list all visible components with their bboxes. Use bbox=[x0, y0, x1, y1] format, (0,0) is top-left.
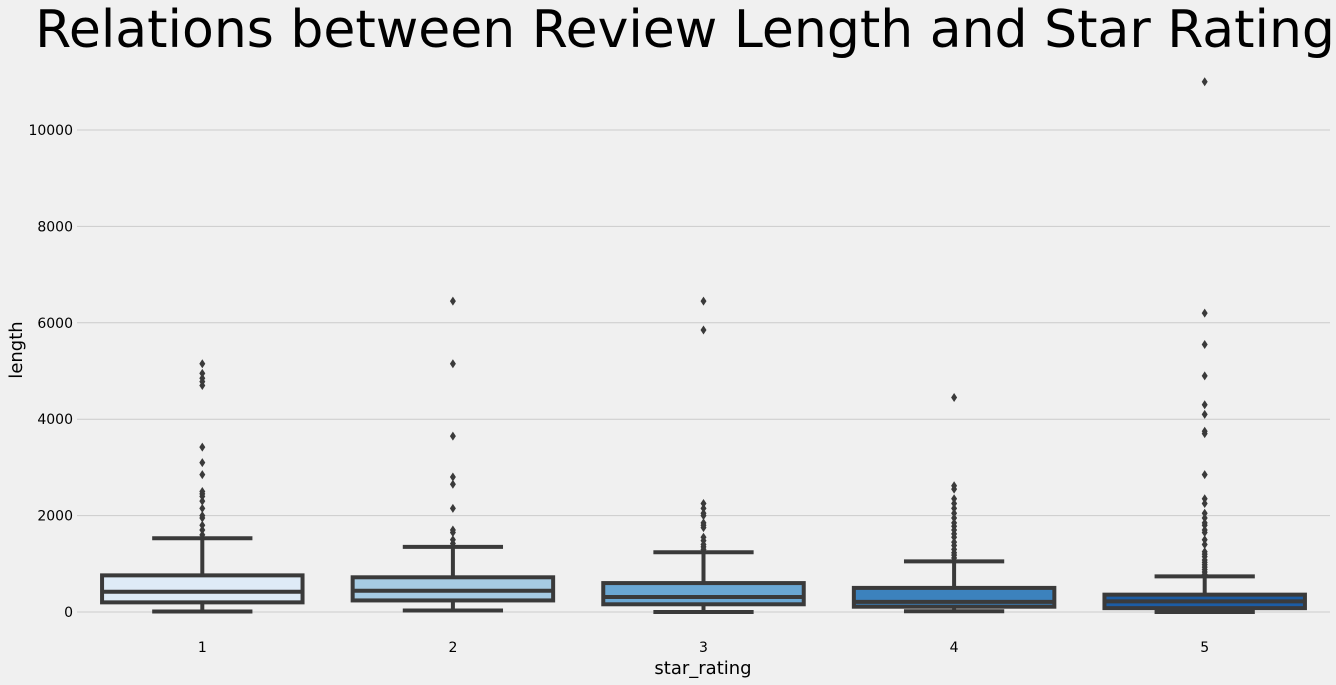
outlier-1-4 bbox=[199, 511, 206, 521]
outlier-3-9 bbox=[700, 508, 707, 518]
outlier-1-11 bbox=[199, 458, 206, 468]
boxes bbox=[100, 77, 1307, 614]
outlier-5-18 bbox=[1201, 499, 1208, 509]
y-tick-label-8000: 8000 bbox=[37, 219, 73, 235]
outlier-3-4 bbox=[700, 532, 707, 542]
y-tick-label-0: 0 bbox=[64, 605, 73, 621]
box-4 bbox=[851, 585, 1057, 609]
outlier-2-9 bbox=[449, 296, 456, 306]
x-tick-label-1: 1 bbox=[198, 640, 207, 656]
outlier-5-10 bbox=[1201, 540, 1208, 550]
box-group-3 bbox=[601, 296, 806, 614]
box-group-2 bbox=[350, 296, 556, 613]
outlier-1-0 bbox=[199, 530, 206, 540]
outlier-4-13 bbox=[951, 503, 958, 513]
outlier-2-4 bbox=[449, 503, 456, 513]
outlier-1-2 bbox=[199, 520, 206, 530]
outlier-5-20 bbox=[1201, 470, 1208, 480]
outlier-4-5 bbox=[951, 537, 958, 547]
outlier-5-27 bbox=[1201, 308, 1208, 318]
outlier-5-28 bbox=[1201, 77, 1208, 87]
outlier-2-6 bbox=[449, 472, 456, 482]
outlier-5-24 bbox=[1201, 400, 1208, 410]
x-tick-label-5: 5 bbox=[1200, 640, 1209, 656]
y-tick-label-2000: 2000 bbox=[37, 509, 73, 525]
box-group-5 bbox=[1102, 77, 1307, 614]
y-axis-label: length bbox=[6, 321, 27, 378]
outlier-3-12 bbox=[700, 325, 707, 335]
outlier-3-11 bbox=[700, 499, 707, 509]
outlier-5-9 bbox=[1201, 547, 1208, 557]
chart-title: Relations between Review Length and Star… bbox=[35, 0, 1335, 60]
outlier-5-13 bbox=[1201, 525, 1208, 535]
outlier-1-9 bbox=[199, 487, 206, 496]
outlier-4-11 bbox=[951, 513, 958, 523]
box-group-1 bbox=[100, 359, 305, 614]
outlier-4-17 bbox=[951, 481, 958, 491]
outlier-1-12 bbox=[199, 442, 206, 452]
outlier-5-22 bbox=[1201, 426, 1208, 436]
y-tick-label-10000: 10000 bbox=[28, 123, 73, 139]
box-3 bbox=[601, 581, 806, 607]
outlier-1-15 bbox=[199, 373, 206, 383]
outlier-2-5 bbox=[449, 479, 456, 489]
outlier-1-10 bbox=[199, 470, 206, 480]
outlier-2-7 bbox=[449, 431, 456, 441]
y-tick-label-4000: 4000 bbox=[37, 412, 73, 428]
outlier-1-5 bbox=[199, 503, 206, 513]
outlier-3-13 bbox=[700, 296, 707, 306]
outlier-2-8 bbox=[449, 359, 456, 369]
outlier-5-26 bbox=[1201, 339, 1208, 349]
outlier-5-25 bbox=[1201, 371, 1208, 381]
outlier-5-17 bbox=[1201, 508, 1208, 518]
outlier-1-1 bbox=[199, 525, 206, 535]
outlier-4-15 bbox=[951, 494, 958, 504]
y-tick-label-6000: 6000 bbox=[37, 316, 73, 332]
outlier-1-17 bbox=[199, 359, 206, 369]
outlier-2-1 bbox=[449, 535, 456, 545]
outlier-5-19 bbox=[1201, 494, 1208, 504]
box-1 bbox=[100, 573, 305, 605]
axes: 0 2000 4000 6000 8000 10000 1 2 3 4 5 bbox=[28, 123, 1209, 656]
x-tick-label-4: 4 bbox=[950, 640, 959, 656]
outlier-1-16 bbox=[199, 368, 206, 378]
outlier-3-7 bbox=[700, 518, 707, 528]
outlier-4-18 bbox=[951, 393, 958, 403]
outlier-3-10 bbox=[700, 503, 707, 513]
outlier-1-6 bbox=[199, 496, 206, 506]
box-group-4 bbox=[851, 393, 1057, 614]
gridlines bbox=[77, 129, 1330, 613]
x-tick-label-2: 2 bbox=[448, 640, 457, 656]
outlier-5-23 bbox=[1201, 409, 1208, 419]
outlier-4-12 bbox=[951, 508, 958, 518]
outlier-2-3 bbox=[449, 525, 456, 535]
outlier-5-15 bbox=[1201, 518, 1208, 528]
outlier-5-11 bbox=[1201, 535, 1208, 545]
x-axis-label: star_rating bbox=[654, 658, 751, 679]
x-tick-label-3: 3 bbox=[699, 640, 708, 656]
outlier-5-16 bbox=[1201, 513, 1208, 523]
outlier-4-10 bbox=[951, 518, 958, 528]
outlier-4-14 bbox=[951, 499, 958, 509]
